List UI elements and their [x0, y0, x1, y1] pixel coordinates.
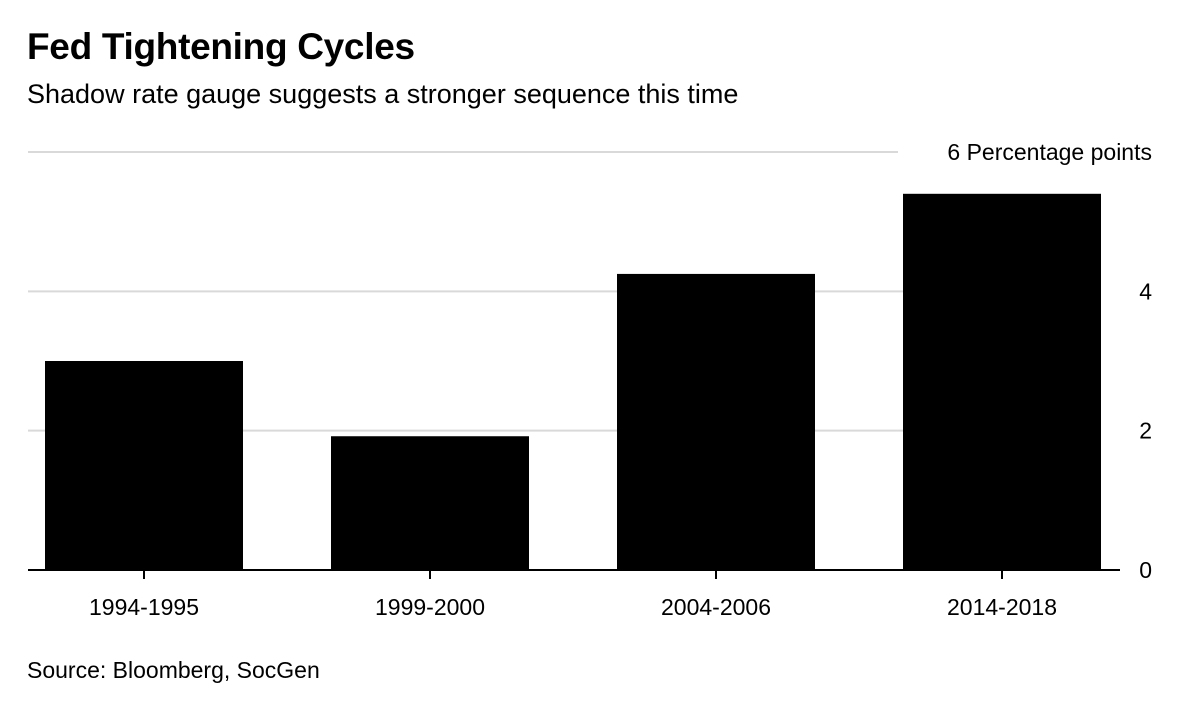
bar-1999-2000 [331, 436, 529, 570]
chart-title: Fed Tightening Cycles [27, 26, 415, 67]
x-axis-ticks: 1994-1995 1999-2000 2004-2006 2014-2018 [89, 570, 1057, 620]
x-tick-label-2004-2006: 2004-2006 [661, 594, 771, 620]
y-tick-label-4: 4 [1139, 278, 1152, 304]
y-tick-label-2: 2 [1139, 418, 1152, 444]
bar-2004-2006 [617, 273, 815, 570]
x-tick-label-1999-2000: 1999-2000 [375, 594, 485, 620]
y-axis-ticks: 0 2 4 6 Percentage points [947, 139, 1152, 583]
bar-2014-2018 [903, 193, 1101, 571]
chart-subtitle: Shadow rate gauge suggests a stronger se… [27, 79, 739, 109]
bars [45, 193, 1101, 571]
y-tick-label-6: 6 Percentage points [947, 139, 1152, 165]
x-tick-label-2014-2018: 2014-2018 [947, 594, 1057, 620]
source-note: Source: Bloomberg, SocGen [27, 657, 320, 683]
bar-1994-1995 [45, 361, 243, 570]
y-tick-label-0: 0 [1139, 557, 1152, 583]
x-tick-label-1994-1995: 1994-1995 [89, 594, 199, 620]
